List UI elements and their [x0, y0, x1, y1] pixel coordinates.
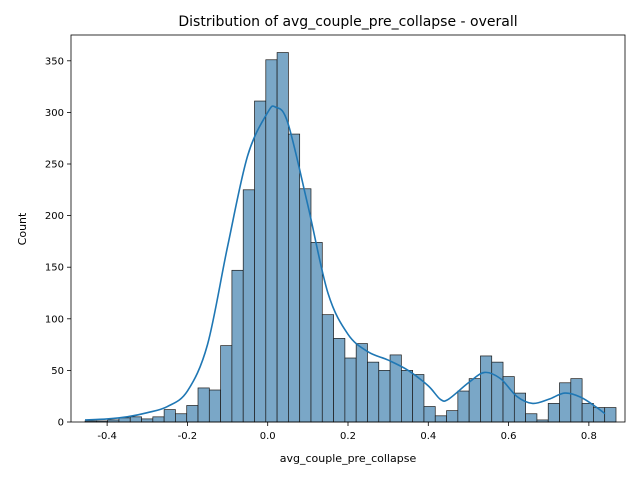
- histogram-bar: [604, 407, 617, 423]
- y-tick-label: 150: [45, 263, 64, 274]
- histogram-bar: [401, 370, 414, 423]
- histogram-bar: [163, 409, 176, 423]
- x-axis-ticks: -0.4 -0.2 0.0 0.2 0.4 0.6 0.8: [97, 422, 597, 442]
- y-tick-label: 50: [51, 366, 64, 377]
- x-tick-label: 0.4: [420, 431, 436, 442]
- y-tick-label: 300: [45, 108, 64, 119]
- histogram-bar: [129, 416, 142, 423]
- histogram-bar: [355, 343, 368, 423]
- histogram-bar: [254, 100, 267, 423]
- histogram-bar: [321, 314, 334, 423]
- histogram-bar: [559, 382, 572, 423]
- histogram-bar: [299, 188, 312, 423]
- histogram-bar: [197, 387, 210, 423]
- histogram-bar: [152, 416, 165, 423]
- x-tick-label: 0.8: [581, 431, 597, 442]
- histogram-bar: [378, 370, 391, 423]
- y-tick-label: 100: [45, 314, 64, 325]
- histogram-bar: [547, 403, 560, 423]
- histogram-bar: [288, 133, 301, 423]
- x-tick-label: 0.0: [260, 431, 276, 442]
- x-tick-label: 0.2: [340, 431, 356, 442]
- histogram-bar: [141, 418, 154, 423]
- histogram-bar: [581, 403, 594, 423]
- x-tick-label: -0.2: [178, 431, 198, 442]
- histogram-bar: [457, 390, 470, 423]
- chart-title: Distribution of avg_couple_pre_collapse …: [178, 14, 517, 30]
- x-tick-label: 0.6: [501, 431, 517, 442]
- histogram-bars: [84, 52, 617, 423]
- y-tick-label: 0: [58, 418, 64, 429]
- histogram-bar: [310, 242, 323, 423]
- y-tick-label: 350: [45, 56, 64, 67]
- histogram-bar: [446, 410, 459, 423]
- histogram-bar: [468, 378, 481, 423]
- histogram-bar: [208, 389, 221, 423]
- histogram-bar: [231, 269, 244, 423]
- y-tick-label: 200: [45, 211, 64, 222]
- x-tick-label: -0.4: [97, 431, 117, 442]
- histogram-bar: [434, 415, 447, 423]
- y-axis-ticks: 0 50 100 150 200 250 300 350: [45, 56, 71, 429]
- histogram-bar: [367, 361, 380, 423]
- x-axis-label: avg_couple_pre_collapse: [280, 452, 417, 465]
- y-axis-label: Count: [16, 212, 29, 245]
- histogram-bar: [423, 406, 436, 423]
- histogram-bar: [480, 355, 493, 423]
- histogram-bar: [242, 189, 255, 423]
- y-tick-label: 250: [45, 160, 64, 171]
- histogram-bar: [186, 405, 199, 423]
- histogram-bar: [344, 357, 357, 423]
- histogram-bar: [220, 345, 233, 423]
- kde-line: [85, 105, 606, 421]
- histogram-bar: [333, 338, 346, 423]
- histogram-bar: [525, 413, 538, 423]
- histogram-bar: [570, 378, 583, 423]
- histogram-bar: [491, 361, 504, 423]
- histogram-bar: [175, 413, 188, 423]
- histogram-bar: [513, 392, 526, 423]
